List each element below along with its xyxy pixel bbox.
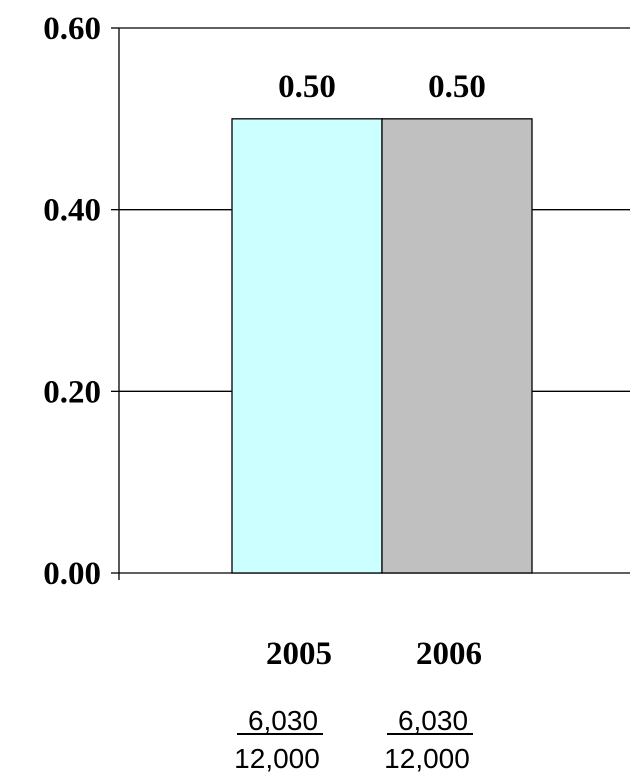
- fraction-numerator-2006: 6,030: [398, 705, 468, 736]
- y-axis: [111, 27, 120, 580]
- y-tick-label-0.00: 0.00: [43, 556, 101, 592]
- bars: [231, 118, 533, 574]
- fraction-denominator-2005: 12,000: [234, 743, 320, 774]
- data-label-2006: 0.50: [428, 69, 486, 105]
- data-label-2005: 0.50: [278, 69, 336, 105]
- fraction-numerator-2005: 6,030: [248, 705, 318, 736]
- fraction-denominator-2006: 12,000: [384, 743, 470, 774]
- bar-2005: [231, 118, 383, 574]
- category-label-2005: 2005: [266, 636, 332, 672]
- labels: 0.00 0.20 0.40 0.60 0.50 2005 6,030 12,000 0.50 2…: [43, 11, 486, 774]
- bar-2006: [381, 118, 533, 574]
- category-label-2006: 2006: [416, 636, 482, 672]
- y-tick-label-0.40: 0.40: [43, 193, 101, 229]
- y-tick-label-0.60: 0.60: [43, 11, 101, 47]
- y-tick-label-0.20: 0.20: [43, 374, 101, 410]
